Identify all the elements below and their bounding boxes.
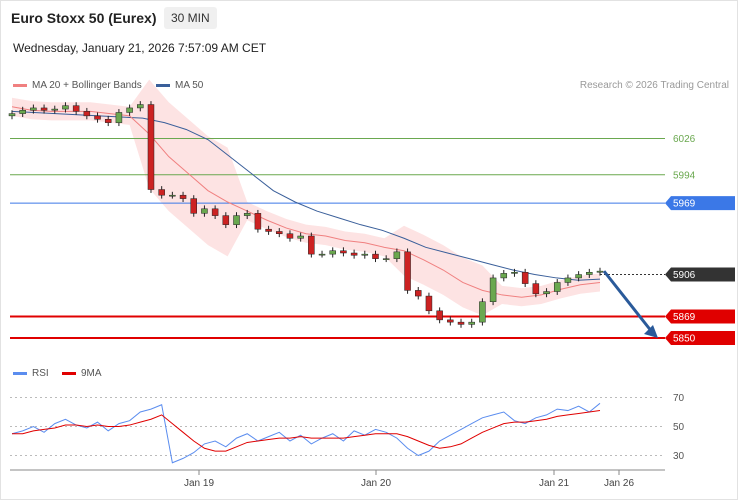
rsi-tick-70: 70 bbox=[673, 393, 685, 404]
candle-body bbox=[318, 253, 326, 256]
forecast-arrow-head bbox=[644, 325, 658, 338]
candle-body bbox=[104, 119, 112, 123]
candle-body bbox=[147, 104, 155, 190]
level-tag-5850 bbox=[665, 331, 735, 345]
candle-body bbox=[19, 109, 26, 114]
candle-body bbox=[126, 107, 133, 113]
candle-body bbox=[83, 111, 91, 117]
candle-body bbox=[564, 277, 572, 283]
credit-text: Research © 2026 Trading Central bbox=[579, 80, 729, 91]
candle-body bbox=[286, 233, 294, 239]
candle-body bbox=[586, 272, 593, 275]
candle-body bbox=[276, 231, 283, 234]
candle-body bbox=[308, 235, 315, 255]
candle-body bbox=[94, 115, 101, 120]
legend-ma50: MA 50 bbox=[156, 80, 203, 91]
legend-rsi: RSI bbox=[13, 368, 49, 379]
candle-body bbox=[521, 272, 529, 284]
candle-body bbox=[340, 250, 347, 254]
level-label-5906: 5906 bbox=[673, 270, 696, 281]
rsi-series-9ma bbox=[12, 410, 601, 452]
candle-body bbox=[233, 215, 240, 225]
candle-body bbox=[372, 253, 379, 259]
legend-ma20: MA 20 + Bollinger Bands bbox=[13, 80, 142, 91]
candle-body bbox=[425, 295, 433, 312]
candle-body bbox=[51, 108, 59, 111]
x-tick-label: Jan 21 bbox=[539, 478, 569, 489]
candle-body bbox=[8, 113, 16, 117]
candle-body bbox=[511, 272, 518, 274]
candle-body bbox=[404, 251, 411, 291]
instrument-title: Euro Stoxx 50 (Eurex) bbox=[11, 10, 157, 26]
candle-body bbox=[415, 290, 422, 297]
candle-body bbox=[393, 251, 401, 259]
rsi-label: RSI bbox=[32, 368, 49, 379]
candle-body bbox=[201, 208, 208, 214]
candle-body bbox=[468, 321, 475, 325]
timeframe-badge[interactable]: 30 MIN bbox=[164, 7, 217, 29]
candle-body bbox=[115, 112, 123, 123]
candle-body bbox=[596, 270, 604, 273]
level-label-5869: 5869 bbox=[673, 312, 696, 323]
candle-body bbox=[575, 274, 582, 279]
ma50-swatch bbox=[156, 83, 170, 87]
candle-body bbox=[553, 282, 561, 292]
candle-body bbox=[329, 250, 336, 255]
ma9-swatch bbox=[62, 371, 76, 375]
candle-body bbox=[532, 283, 540, 295]
level-tag-5869 bbox=[665, 309, 735, 324]
candle-body bbox=[169, 194, 176, 197]
candle-body bbox=[158, 189, 165, 196]
x-tick-label: Jan 26 bbox=[604, 478, 634, 489]
title-bar: Euro Stoxx 50 (Eurex) 30 MIN bbox=[0, 0, 738, 36]
candle-body bbox=[137, 104, 144, 109]
candle-body bbox=[190, 198, 197, 214]
chart-datetime: Wednesday, January 21, 2026 7:57:09 AM C… bbox=[13, 41, 267, 55]
candle-body bbox=[543, 291, 550, 295]
level-label-5969: 5969 bbox=[673, 199, 696, 210]
ma9-label: 9MA bbox=[81, 368, 102, 379]
candle-body bbox=[62, 105, 69, 110]
ma50-label: MA 50 bbox=[175, 80, 204, 91]
candle-body bbox=[265, 228, 272, 232]
candle-body bbox=[489, 277, 497, 302]
legend-ma9: 9MA bbox=[62, 368, 102, 379]
candle-body bbox=[382, 258, 390, 260]
candle-body bbox=[179, 194, 187, 199]
candle-body bbox=[211, 208, 219, 216]
candle-body bbox=[297, 235, 304, 239]
rsi-tick-30: 30 bbox=[673, 451, 685, 462]
candle-body bbox=[30, 107, 37, 111]
rsi-series-rsi bbox=[11, 402, 601, 464]
candle-body bbox=[350, 252, 358, 256]
x-tick-label: Jan 20 bbox=[361, 478, 391, 489]
candle-body bbox=[222, 215, 230, 225]
forecast-arrow-line bbox=[602, 270, 654, 333]
level-label-5850: 5850 bbox=[673, 334, 696, 345]
level-label-6026: 6026 bbox=[673, 134, 696, 145]
candle-body bbox=[243, 213, 251, 216]
x-tick-label: Jan 19 bbox=[184, 478, 214, 489]
candle-body bbox=[457, 321, 465, 325]
candle-body bbox=[447, 319, 454, 323]
level-tag-5906 bbox=[665, 267, 735, 282]
ma50-line bbox=[11, 110, 601, 281]
candle-body bbox=[254, 213, 262, 230]
level-tag-5969 bbox=[665, 196, 735, 211]
level-label-5994: 5994 bbox=[673, 170, 696, 181]
candle-body bbox=[500, 273, 508, 279]
bollinger-band bbox=[12, 79, 600, 316]
ma20-label: MA 20 + Bollinger Bands bbox=[32, 80, 142, 91]
candle-body bbox=[72, 105, 80, 112]
rsi-tick-50: 50 bbox=[673, 422, 685, 433]
candle-body bbox=[436, 310, 443, 321]
candle-body bbox=[479, 301, 486, 323]
ma20-line bbox=[11, 106, 601, 298]
candle-body bbox=[40, 107, 48, 111]
rsi-swatch bbox=[13, 371, 27, 375]
candle-body bbox=[361, 253, 369, 256]
ma20-swatch bbox=[13, 83, 27, 87]
